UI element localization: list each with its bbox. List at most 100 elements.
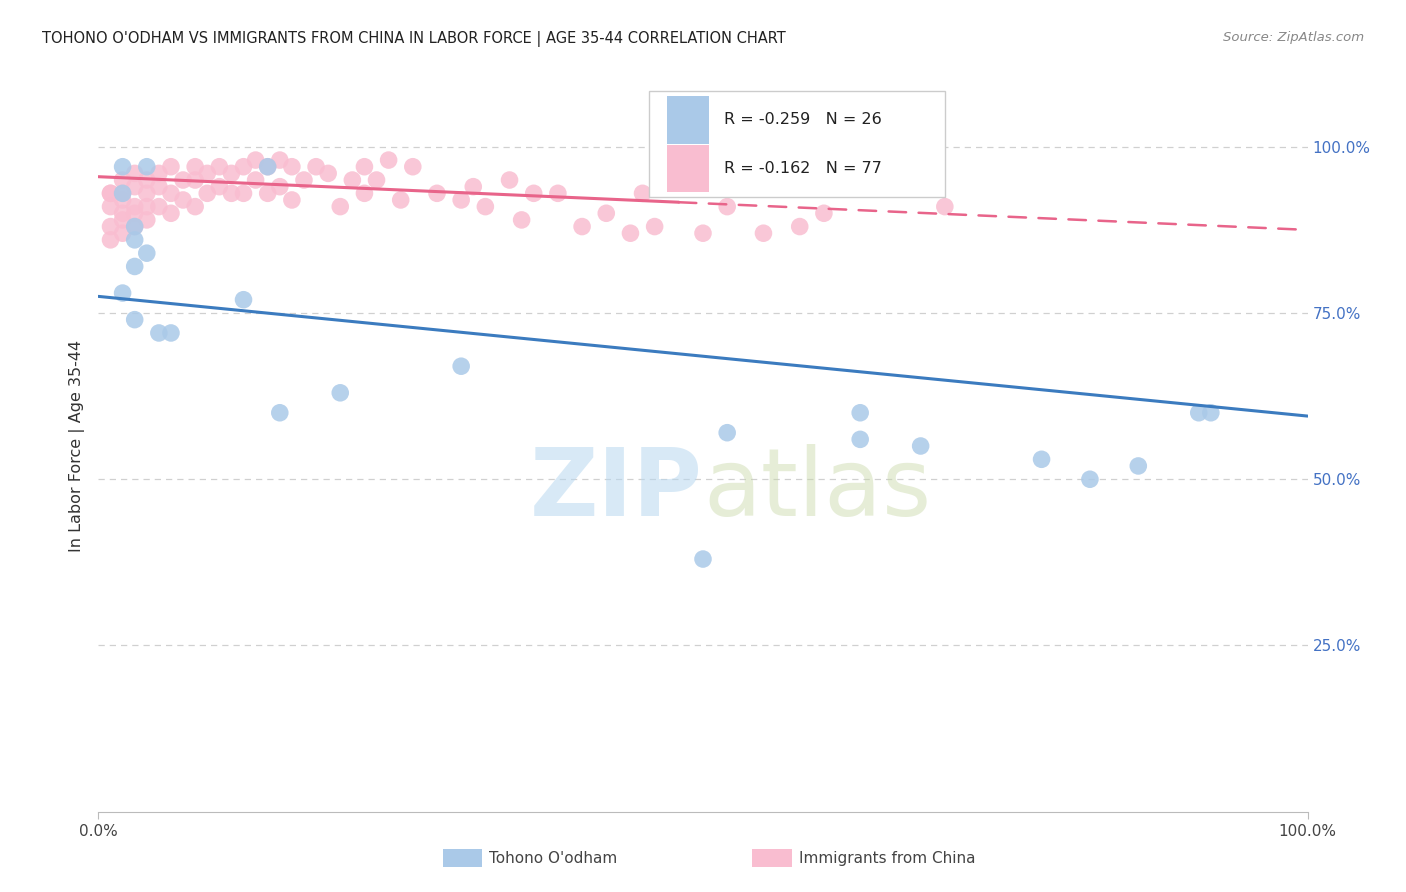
Point	[1199, 406, 1222, 420]
Point	[366, 173, 388, 187]
Point	[124, 219, 146, 234]
Point	[208, 179, 231, 194]
Bar	[648, 91, 945, 197]
Point	[547, 186, 569, 201]
Point	[474, 200, 496, 214]
Point	[692, 226, 714, 240]
Point	[450, 359, 472, 374]
Point	[124, 233, 146, 247]
Point	[934, 200, 956, 214]
Point	[849, 406, 872, 420]
Point	[135, 246, 157, 260]
Point	[195, 186, 218, 201]
Point	[124, 166, 146, 180]
Point	[619, 226, 641, 240]
Point	[232, 293, 254, 307]
Point	[111, 226, 134, 240]
Point	[111, 186, 134, 201]
Point	[329, 385, 352, 400]
Text: Source: ZipAtlas.com: Source: ZipAtlas.com	[1223, 31, 1364, 45]
Point	[111, 160, 134, 174]
Point	[463, 179, 485, 194]
Point	[849, 433, 872, 447]
Point	[124, 206, 146, 220]
Point	[571, 219, 593, 234]
Point	[184, 200, 207, 214]
Point	[111, 193, 134, 207]
Point	[595, 206, 617, 220]
Point	[124, 179, 146, 194]
Point	[292, 173, 315, 187]
Point	[269, 406, 291, 420]
Point	[256, 186, 278, 201]
Point	[813, 206, 835, 220]
Point	[450, 193, 472, 207]
Point	[389, 193, 412, 207]
Point	[100, 219, 122, 234]
Point	[692, 552, 714, 566]
Point	[1188, 406, 1211, 420]
Text: Tohono O'odham: Tohono O'odham	[489, 851, 617, 865]
Point	[111, 173, 134, 187]
Point	[124, 260, 146, 274]
Point	[172, 193, 194, 207]
Point	[195, 166, 218, 180]
Point	[269, 153, 291, 167]
Point	[135, 160, 157, 174]
Point	[523, 186, 546, 201]
Point	[111, 186, 134, 201]
Point	[172, 173, 194, 187]
Point	[160, 206, 183, 220]
Point	[124, 200, 146, 214]
Point	[221, 186, 243, 201]
Point	[160, 160, 183, 174]
Point	[256, 160, 278, 174]
Point	[100, 233, 122, 247]
Point	[353, 186, 375, 201]
Bar	[666, 145, 709, 193]
Point	[232, 186, 254, 201]
Point	[789, 219, 811, 234]
Point	[111, 286, 134, 301]
Point	[100, 200, 122, 214]
Text: R = -0.162   N = 77: R = -0.162 N = 77	[724, 161, 882, 177]
Point	[716, 425, 738, 440]
Point	[644, 219, 666, 234]
Point	[245, 153, 267, 167]
Point	[498, 173, 520, 187]
Point	[426, 186, 449, 201]
Point	[184, 160, 207, 174]
Point	[148, 166, 170, 180]
Point	[135, 173, 157, 187]
Point	[135, 186, 157, 201]
Point	[184, 173, 207, 187]
Point	[402, 160, 425, 174]
Point	[256, 160, 278, 174]
Y-axis label: In Labor Force | Age 35-44: In Labor Force | Age 35-44	[69, 340, 86, 552]
Point	[221, 166, 243, 180]
Text: Immigrants from China: Immigrants from China	[799, 851, 976, 865]
Point	[124, 312, 146, 326]
Point	[100, 186, 122, 201]
Point	[111, 206, 134, 220]
Point	[111, 213, 134, 227]
Point	[148, 200, 170, 214]
Text: TOHONO O'ODHAM VS IMMIGRANTS FROM CHINA IN LABOR FORCE | AGE 35-44 CORRELATION C: TOHONO O'ODHAM VS IMMIGRANTS FROM CHINA …	[42, 31, 786, 47]
Point	[377, 153, 399, 167]
Point	[100, 186, 122, 201]
Text: atlas: atlas	[703, 444, 931, 536]
Bar	[666, 96, 709, 144]
Point	[752, 226, 775, 240]
Point	[342, 173, 364, 187]
Point	[316, 166, 339, 180]
Point	[353, 160, 375, 174]
Point	[1078, 472, 1101, 486]
Point	[716, 200, 738, 214]
Text: ZIP: ZIP	[530, 444, 703, 536]
Point	[124, 219, 146, 234]
Point	[910, 439, 932, 453]
Point	[281, 160, 304, 174]
Point	[208, 160, 231, 174]
Point	[245, 173, 267, 187]
Point	[160, 326, 183, 340]
